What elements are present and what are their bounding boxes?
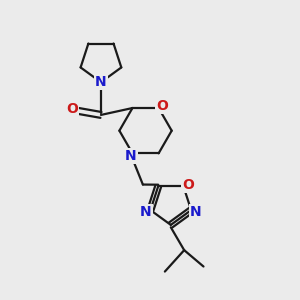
Text: N: N	[190, 206, 201, 220]
Text: N: N	[125, 149, 137, 163]
Text: O: O	[66, 102, 78, 116]
Text: O: O	[182, 178, 194, 192]
Text: O: O	[156, 99, 168, 113]
Text: N: N	[140, 206, 152, 220]
Text: N: N	[95, 75, 107, 89]
